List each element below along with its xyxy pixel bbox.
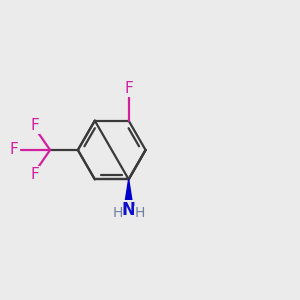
Text: F: F [31, 167, 39, 182]
Text: F: F [31, 118, 39, 133]
Text: H: H [112, 206, 123, 220]
Text: F: F [10, 142, 18, 158]
Text: F: F [124, 81, 133, 96]
Text: N: N [122, 201, 136, 219]
Text: H: H [135, 206, 145, 220]
Polygon shape [124, 179, 134, 210]
